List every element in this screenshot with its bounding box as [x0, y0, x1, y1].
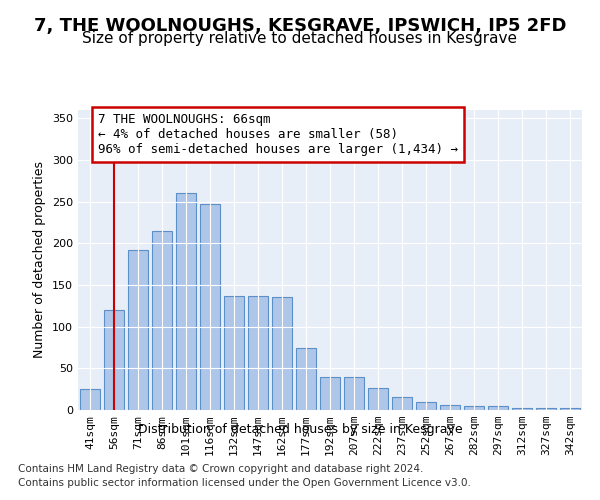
- Bar: [368, 388, 388, 410]
- Bar: [320, 376, 340, 410]
- Bar: [488, 406, 508, 410]
- Bar: [296, 348, 316, 410]
- Text: Size of property relative to detached houses in Kesgrave: Size of property relative to detached ho…: [83, 31, 517, 46]
- Text: Contains public sector information licensed under the Open Government Licence v3: Contains public sector information licen…: [18, 478, 471, 488]
- Bar: [464, 406, 484, 410]
- Bar: [440, 405, 460, 410]
- Bar: [248, 296, 268, 410]
- Bar: [344, 376, 364, 410]
- Text: 7, THE WOOLNOUGHS, KESGRAVE, IPSWICH, IP5 2FD: 7, THE WOOLNOUGHS, KESGRAVE, IPSWICH, IP…: [34, 18, 566, 36]
- Bar: [536, 408, 556, 410]
- Bar: [104, 310, 124, 410]
- Text: Distribution of detached houses by size in Kesgrave: Distribution of detached houses by size …: [137, 422, 463, 436]
- Text: 7 THE WOOLNOUGHS: 66sqm
← 4% of detached houses are smaller (58)
96% of semi-det: 7 THE WOOLNOUGHS: 66sqm ← 4% of detached…: [98, 113, 458, 156]
- Bar: [392, 396, 412, 410]
- Bar: [512, 408, 532, 410]
- Bar: [152, 231, 172, 410]
- Text: Contains HM Land Registry data © Crown copyright and database right 2024.: Contains HM Land Registry data © Crown c…: [18, 464, 424, 474]
- Bar: [176, 194, 196, 410]
- Bar: [560, 408, 580, 410]
- Bar: [80, 389, 100, 410]
- Bar: [272, 296, 292, 410]
- Bar: [224, 296, 244, 410]
- Bar: [128, 250, 148, 410]
- Bar: [200, 204, 220, 410]
- Bar: [416, 402, 436, 410]
- Y-axis label: Number of detached properties: Number of detached properties: [34, 162, 46, 358]
